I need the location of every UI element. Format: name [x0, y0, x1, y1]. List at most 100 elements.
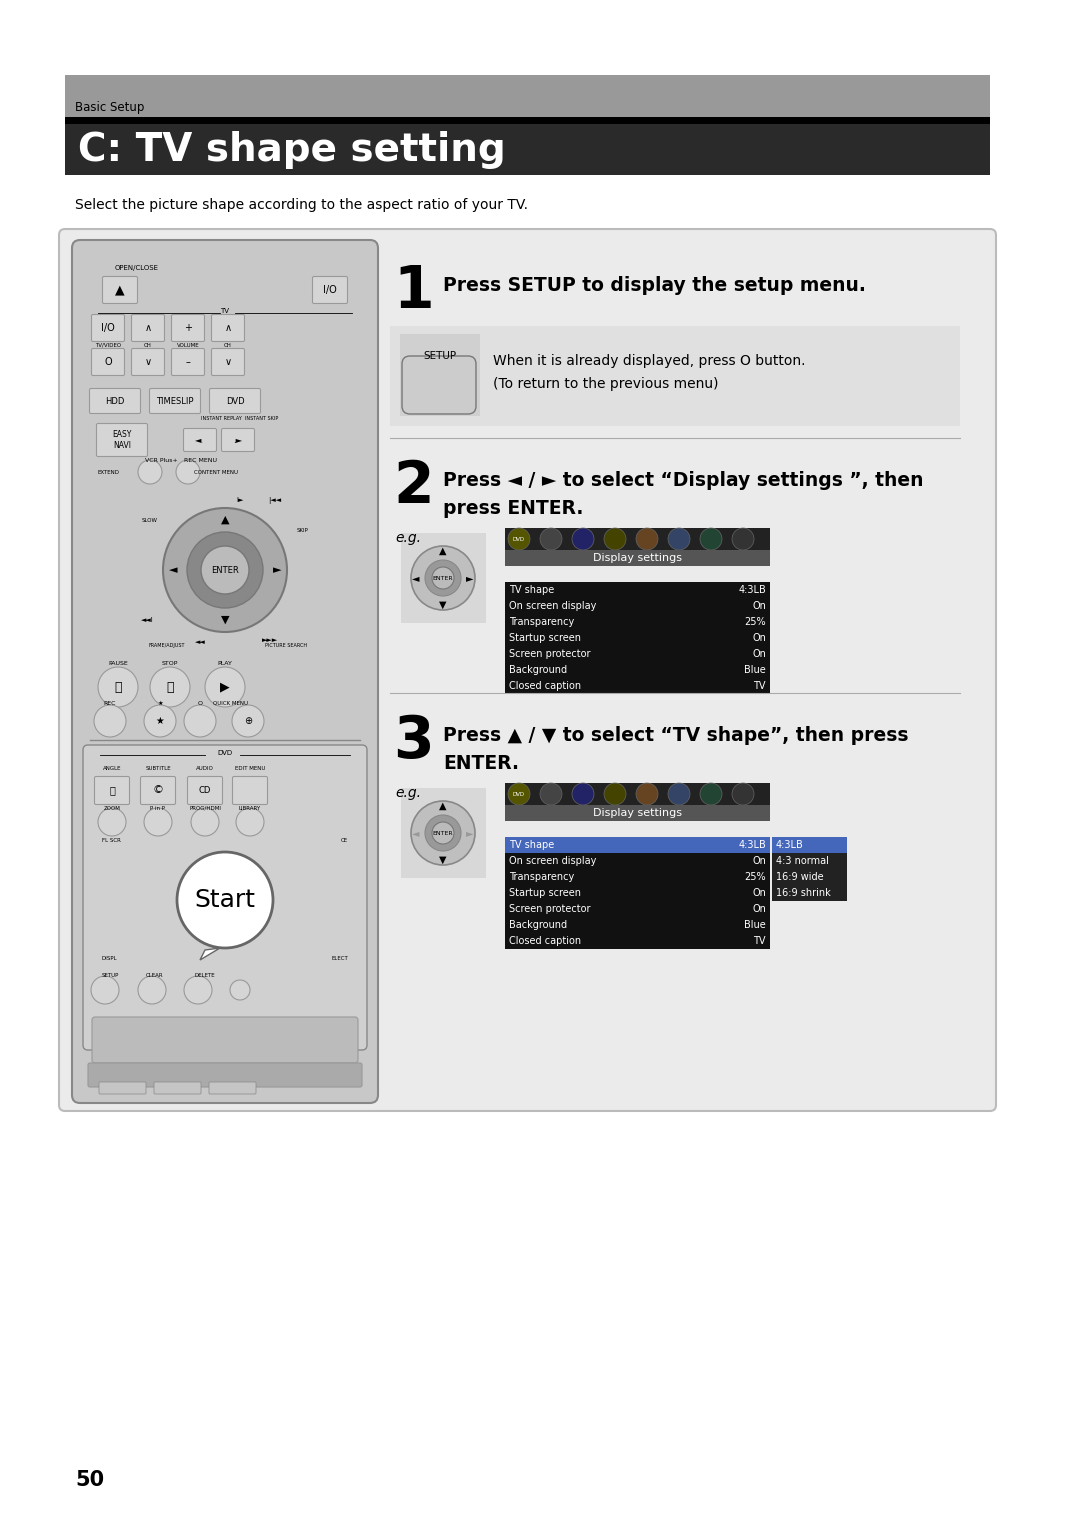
- FancyBboxPatch shape: [132, 315, 164, 341]
- FancyBboxPatch shape: [65, 124, 990, 176]
- Text: I/O: I/O: [102, 322, 114, 333]
- Circle shape: [572, 529, 594, 550]
- Text: CH: CH: [224, 342, 232, 347]
- Circle shape: [732, 529, 754, 550]
- Text: EXTEND: EXTEND: [97, 469, 119, 475]
- Text: ▲: ▲: [220, 515, 229, 526]
- FancyBboxPatch shape: [390, 325, 960, 426]
- Text: Basic Setup: Basic Setup: [75, 101, 145, 113]
- FancyBboxPatch shape: [172, 315, 204, 341]
- Circle shape: [426, 559, 461, 596]
- Text: ▶: ▶: [220, 680, 230, 694]
- Text: ⏹: ⏹: [166, 680, 174, 694]
- FancyBboxPatch shape: [505, 678, 770, 694]
- Circle shape: [572, 782, 594, 805]
- FancyBboxPatch shape: [772, 853, 847, 869]
- Text: SKIP: SKIP: [297, 527, 309, 532]
- Text: ENTER.: ENTER.: [443, 753, 519, 773]
- Text: 🔒: 🔒: [109, 785, 114, 796]
- Circle shape: [144, 808, 172, 836]
- Text: 3: 3: [393, 714, 434, 770]
- Text: Closed caption: Closed caption: [509, 681, 581, 691]
- Text: QUICK MENU: QUICK MENU: [213, 700, 248, 706]
- Text: DVD: DVD: [226, 396, 244, 405]
- Text: 2: 2: [393, 458, 434, 515]
- Circle shape: [508, 782, 530, 805]
- Text: TV: TV: [754, 937, 766, 946]
- Circle shape: [700, 529, 723, 550]
- Text: TV: TV: [220, 309, 229, 313]
- Text: –: –: [186, 358, 190, 367]
- FancyBboxPatch shape: [505, 853, 770, 869]
- Circle shape: [636, 529, 658, 550]
- FancyBboxPatch shape: [505, 614, 770, 630]
- Text: C: TV shape setting: C: TV shape setting: [78, 131, 505, 170]
- Circle shape: [201, 545, 249, 594]
- Circle shape: [232, 704, 264, 736]
- FancyBboxPatch shape: [221, 428, 255, 451]
- Text: When it is already displayed, press O button.: When it is already displayed, press O bu…: [492, 354, 806, 368]
- Text: Background: Background: [509, 665, 567, 675]
- FancyBboxPatch shape: [505, 934, 770, 949]
- Text: .►: .►: [233, 435, 243, 445]
- Text: 25%: 25%: [744, 872, 766, 882]
- Text: ▲: ▲: [440, 545, 447, 556]
- Text: ENTER: ENTER: [433, 576, 454, 581]
- FancyBboxPatch shape: [90, 388, 140, 414]
- Text: DVD: DVD: [513, 536, 525, 541]
- Text: On: On: [752, 888, 766, 898]
- Text: INSTANT REPLAY  INSTANT SKIP: INSTANT REPLAY INSTANT SKIP: [201, 416, 279, 420]
- Text: DVD: DVD: [217, 750, 232, 756]
- Text: ►: ►: [467, 828, 474, 837]
- Text: Transparency: Transparency: [509, 617, 575, 626]
- Circle shape: [144, 704, 176, 736]
- Text: DISPL: DISPL: [102, 955, 118, 961]
- Text: PROG/HDMI: PROG/HDMI: [189, 805, 221, 810]
- Text: e.g.: e.g.: [395, 785, 421, 801]
- Text: Screen protector: Screen protector: [509, 649, 591, 659]
- Text: ⊕: ⊕: [244, 717, 252, 726]
- Text: AUDIO: AUDIO: [197, 766, 214, 770]
- Text: DELETE: DELETE: [194, 972, 215, 978]
- FancyBboxPatch shape: [184, 428, 216, 451]
- Text: TV shape: TV shape: [509, 840, 554, 850]
- FancyBboxPatch shape: [505, 805, 770, 821]
- FancyBboxPatch shape: [92, 1018, 357, 1063]
- Text: TIMESLIP: TIMESLIP: [157, 396, 193, 405]
- Circle shape: [411, 545, 475, 610]
- Circle shape: [98, 668, 138, 707]
- Circle shape: [540, 529, 562, 550]
- FancyBboxPatch shape: [312, 277, 348, 304]
- FancyBboxPatch shape: [400, 335, 480, 416]
- Text: ∧: ∧: [225, 322, 231, 333]
- Text: Transparency: Transparency: [509, 872, 575, 882]
- Text: PAUSE: PAUSE: [108, 660, 127, 666]
- Text: FRAME/ADJUST: FRAME/ADJUST: [149, 642, 185, 648]
- Text: ►: ►: [273, 565, 281, 575]
- FancyBboxPatch shape: [103, 277, 137, 304]
- Circle shape: [94, 704, 126, 736]
- Circle shape: [138, 976, 166, 1004]
- Text: ►►►: ►►►: [262, 637, 278, 643]
- Circle shape: [91, 976, 119, 1004]
- FancyBboxPatch shape: [401, 533, 486, 623]
- Text: EASY
NAVI: EASY NAVI: [112, 431, 132, 449]
- Text: Screen protector: Screen protector: [509, 905, 591, 914]
- Circle shape: [411, 801, 475, 865]
- Text: Display settings: Display settings: [593, 553, 681, 562]
- Text: On: On: [752, 633, 766, 643]
- Circle shape: [205, 668, 245, 707]
- Circle shape: [604, 529, 626, 550]
- Text: (To return to the previous menu): (To return to the previous menu): [492, 377, 718, 391]
- Text: O: O: [104, 358, 112, 367]
- Text: ▼: ▼: [220, 614, 229, 625]
- Text: ANGLE: ANGLE: [103, 766, 121, 770]
- Circle shape: [732, 782, 754, 805]
- Text: ELECT: ELECT: [332, 955, 348, 961]
- Circle shape: [176, 460, 200, 484]
- Text: SUBTITLE: SUBTITLE: [145, 766, 171, 770]
- Polygon shape: [200, 947, 220, 960]
- Circle shape: [237, 808, 264, 836]
- Circle shape: [184, 704, 216, 736]
- Text: On: On: [752, 649, 766, 659]
